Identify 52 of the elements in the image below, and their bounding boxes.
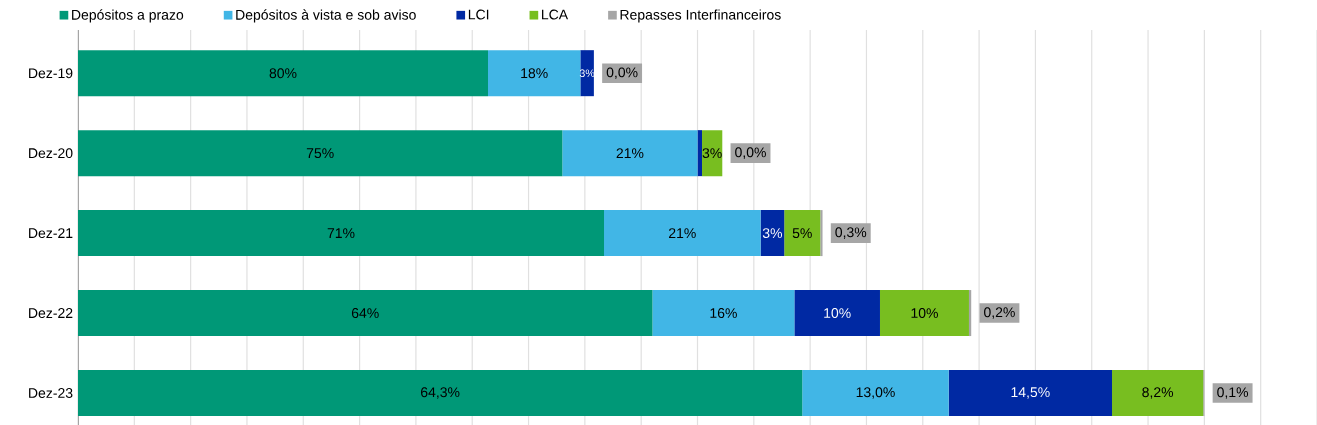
bar: [794, 290, 880, 337]
y-tick-label: Dez-21: [29, 228, 73, 239]
annotation: 10%: [824, 308, 851, 319]
annotation: 71%: [327, 228, 355, 238]
bar: [879, 290, 969, 337]
annotation: 14,5%: [1011, 387, 1050, 399]
y-tick-label: Dez-22: [29, 308, 73, 319]
bar: [784, 210, 821, 257]
bar: [760, 210, 785, 257]
bar: [78, 290, 653, 337]
bar: [948, 370, 1113, 417]
annotation: 5%: [792, 228, 812, 239]
annotation: 16%: [710, 308, 737, 319]
annotation: 8,2%: [1142, 387, 1174, 399]
annotation: 21%: [616, 148, 644, 159]
bar: [488, 50, 581, 97]
legend-label: Repasses Interfinanceiros: [620, 9, 781, 23]
annotation: 3%: [702, 148, 722, 159]
bar: [702, 130, 723, 177]
annotation: 0,0%: [735, 147, 766, 159]
annotation: 0,2%: [984, 307, 1015, 319]
annotation: 75%: [306, 148, 334, 159]
annotation: 0,0%: [606, 67, 638, 79]
bar: [1112, 370, 1204, 417]
annotation: 13,0%: [856, 387, 895, 399]
annotation: 18%: [521, 68, 548, 79]
bar: [562, 130, 698, 177]
bar: [802, 370, 949, 417]
text: 0,1%: [1217, 387, 1249, 399]
bar: [652, 290, 795, 337]
annotation: 0,3%: [835, 227, 867, 239]
legend-label: LCA: [542, 9, 569, 20]
annotation: 21%: [669, 228, 696, 239]
bar: [820, 210, 823, 257]
bar: [78, 130, 563, 177]
y-tick-label: Dez-19: [29, 68, 73, 79]
annotation: 3%: [579, 69, 595, 77]
legend-label: Depósitos à vista e sob aviso: [236, 9, 416, 23]
bar: [580, 50, 594, 97]
annotation: 3%: [762, 228, 783, 239]
bar: [604, 210, 761, 257]
legend-label: Depósitos a prazo: [72, 9, 184, 23]
annotation: 10%: [911, 308, 938, 319]
annotation: 64%: [351, 308, 379, 319]
y-tick-label: Dez-20: [29, 148, 73, 159]
legend-label: LCI: [468, 9, 489, 20]
bar: [78, 50, 488, 97]
bar: [78, 210, 605, 257]
annotation: 64,3%: [420, 387, 460, 399]
annotation: 80%: [269, 68, 297, 79]
y-tick-label: Dez-23: [29, 388, 73, 398]
bar: [78, 370, 803, 417]
